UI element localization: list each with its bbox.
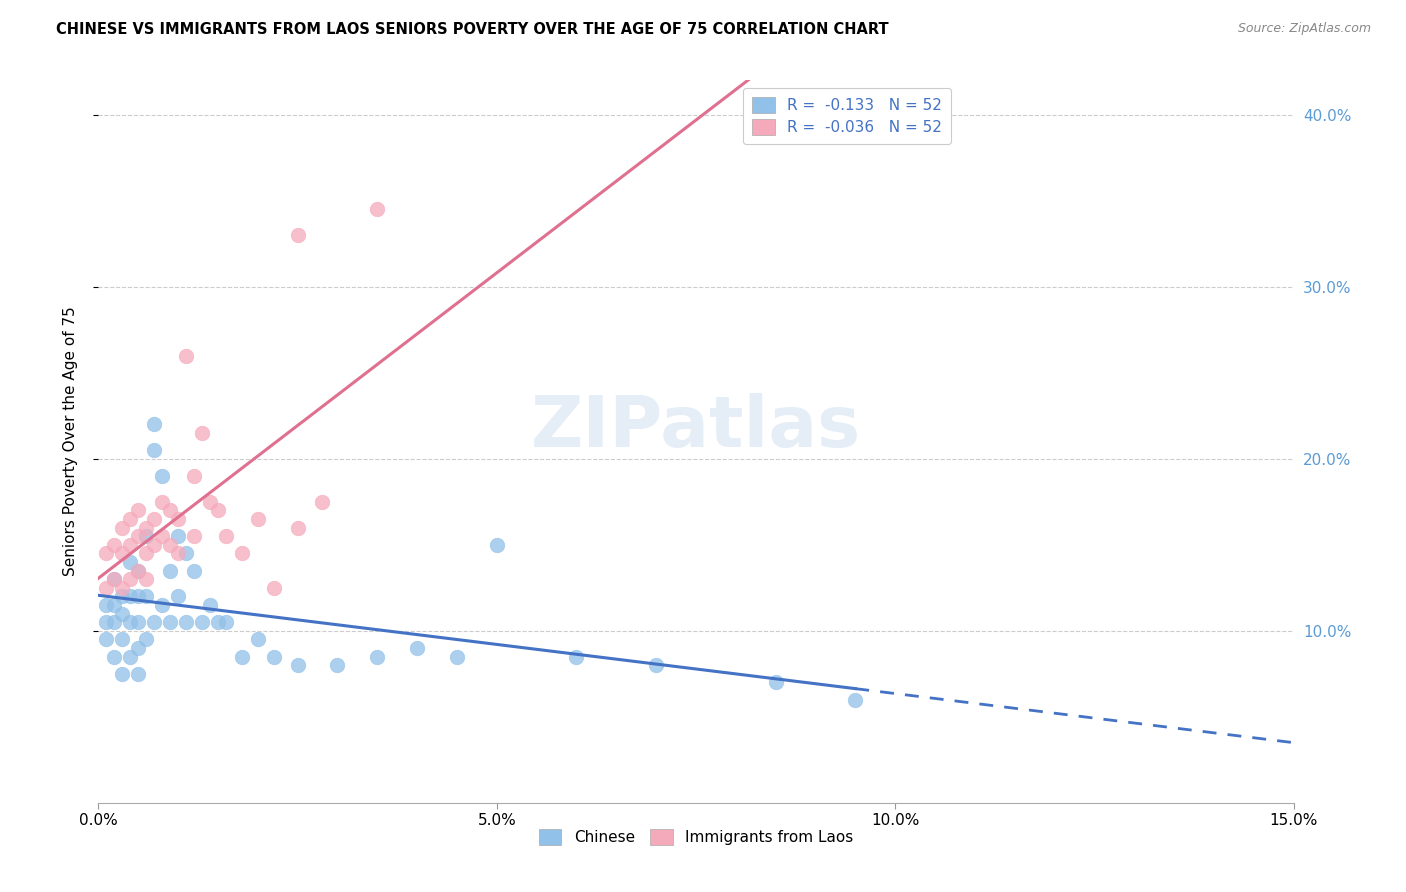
Point xyxy=(96,632,118,647)
Point xyxy=(103,572,125,586)
Point xyxy=(159,615,181,630)
Text: CHINESE VS IMMIGRANTS FROM LAOS SENIORS POVERTY OVER THE AGE OF 75 CORRELATION C: CHINESE VS IMMIGRANTS FROM LAOS SENIORS … xyxy=(56,22,889,37)
Point xyxy=(135,572,157,586)
Point xyxy=(287,658,309,673)
Point xyxy=(127,666,149,681)
Point xyxy=(215,529,238,543)
Point xyxy=(120,649,142,664)
Point xyxy=(246,512,269,526)
Point xyxy=(127,640,149,655)
Point xyxy=(231,649,253,664)
Point xyxy=(135,546,157,560)
Point xyxy=(111,666,134,681)
Point xyxy=(159,564,181,578)
Point xyxy=(103,538,125,552)
Point xyxy=(150,598,173,612)
Point xyxy=(246,632,269,647)
Point xyxy=(326,658,349,673)
Point xyxy=(103,615,125,630)
Point xyxy=(287,520,309,534)
Point xyxy=(143,443,166,458)
Point xyxy=(174,615,197,630)
Point xyxy=(765,675,787,690)
Point xyxy=(127,590,149,604)
Point xyxy=(111,581,134,595)
Point xyxy=(231,546,253,560)
Point xyxy=(198,598,221,612)
Point xyxy=(127,564,149,578)
Point xyxy=(120,538,142,552)
Point xyxy=(311,494,333,508)
Point xyxy=(103,572,125,586)
Point xyxy=(135,529,157,543)
Point xyxy=(96,615,118,630)
Point xyxy=(159,503,181,517)
Point xyxy=(159,538,181,552)
Point xyxy=(174,546,197,560)
Point xyxy=(287,228,309,243)
Point xyxy=(111,590,134,604)
Point xyxy=(207,615,229,630)
Text: Source: ZipAtlas.com: Source: ZipAtlas.com xyxy=(1237,22,1371,36)
Point xyxy=(207,503,229,517)
Point xyxy=(406,640,429,655)
Point xyxy=(183,529,205,543)
Point xyxy=(167,512,190,526)
Point xyxy=(263,581,285,595)
Point xyxy=(120,572,142,586)
Point xyxy=(191,615,214,630)
Point xyxy=(446,649,468,664)
Point xyxy=(485,538,508,552)
Point xyxy=(120,555,142,569)
Point xyxy=(120,615,142,630)
Point xyxy=(366,202,388,217)
Point xyxy=(191,425,214,440)
Point xyxy=(135,632,157,647)
Point xyxy=(135,520,157,534)
Point xyxy=(143,512,166,526)
Point xyxy=(96,581,118,595)
Point xyxy=(135,590,157,604)
Point xyxy=(263,649,285,664)
Point xyxy=(103,598,125,612)
Point xyxy=(96,598,118,612)
Point xyxy=(150,494,173,508)
Point xyxy=(167,590,190,604)
Point xyxy=(127,615,149,630)
Point xyxy=(174,349,197,363)
Point xyxy=(645,658,668,673)
Point xyxy=(183,469,205,483)
Point xyxy=(167,546,190,560)
Point xyxy=(150,529,173,543)
Point xyxy=(150,469,173,483)
Point xyxy=(111,546,134,560)
Point xyxy=(111,632,134,647)
Point xyxy=(183,564,205,578)
Point xyxy=(215,615,238,630)
Point xyxy=(143,615,166,630)
Point xyxy=(143,538,166,552)
Point xyxy=(198,494,221,508)
Point xyxy=(103,649,125,664)
Point xyxy=(96,546,118,560)
Point xyxy=(167,529,190,543)
Point xyxy=(127,529,149,543)
Text: ZIPatlas: ZIPatlas xyxy=(531,392,860,461)
Point xyxy=(143,417,166,432)
Y-axis label: Seniors Poverty Over the Age of 75: Seniors Poverty Over the Age of 75 xyxy=(63,307,77,576)
Point xyxy=(127,564,149,578)
Legend: Chinese, Immigrants from Laos: Chinese, Immigrants from Laos xyxy=(531,822,860,853)
Point xyxy=(565,649,588,664)
Point xyxy=(127,503,149,517)
Point xyxy=(111,607,134,621)
Point xyxy=(844,692,866,706)
Point xyxy=(120,590,142,604)
Point xyxy=(111,520,134,534)
Point xyxy=(120,512,142,526)
Point xyxy=(366,649,388,664)
